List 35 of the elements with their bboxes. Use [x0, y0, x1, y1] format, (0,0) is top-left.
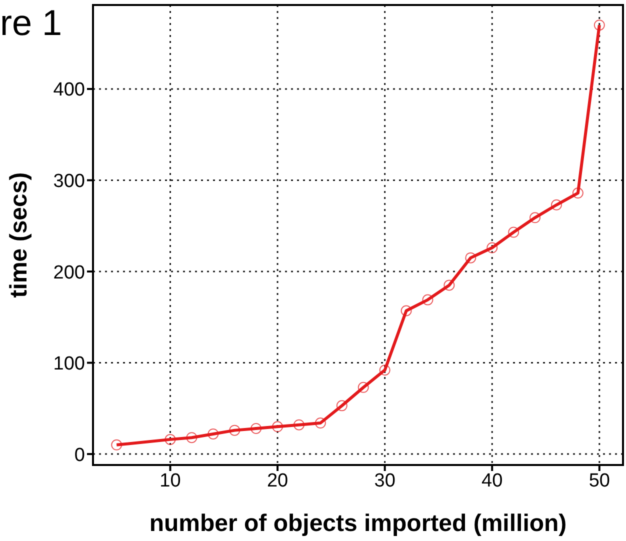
point — [336, 400, 348, 412]
point — [594, 20, 605, 31]
x-tick-label: 50 — [588, 470, 610, 492]
point — [550, 199, 562, 210]
y-tick-label: 200 — [53, 262, 85, 284]
y-axis-title: time (secs) — [6, 172, 33, 298]
text: re 1 — [0, 2, 62, 44]
point — [164, 434, 176, 445]
y-tick-label: 400 — [53, 80, 85, 101]
point — [486, 242, 498, 254]
point — [208, 428, 219, 440]
point — [508, 226, 520, 238]
x-tick-label: 30 — [374, 470, 396, 492]
x-axis-title: number of objects imported (million) — [149, 510, 567, 537]
point — [272, 421, 284, 432]
point — [422, 294, 434, 306]
point — [444, 280, 455, 291]
point — [111, 439, 122, 450]
x-tick-label: 10 — [160, 470, 181, 492]
point — [530, 212, 541, 224]
point — [400, 305, 412, 316]
point — [358, 382, 369, 393]
point — [186, 432, 198, 444]
point — [229, 424, 240, 436]
y-tick-label: 0 — [74, 444, 85, 466]
point — [465, 252, 476, 264]
x-tick-label: 40 — [482, 470, 503, 492]
point — [293, 419, 304, 430]
x-tick-label: 20 — [266, 470, 288, 492]
y-tick-label: 300 — [53, 170, 85, 192]
y-tick-label: 100 — [53, 354, 85, 375]
point — [250, 422, 262, 434]
point — [379, 364, 390, 376]
point — [314, 418, 326, 429]
point — [572, 188, 584, 199]
